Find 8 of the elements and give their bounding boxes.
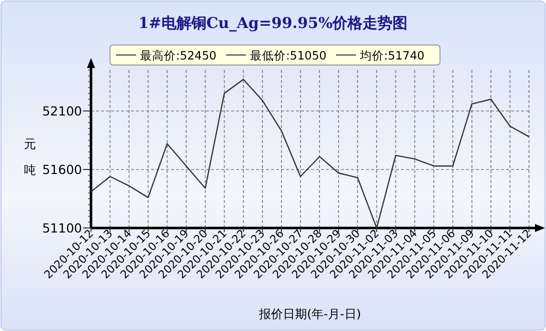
text: 均价:51740 — [359, 48, 424, 62]
x-axis-title: 报价日期(年-月-日) — [258, 307, 362, 321]
y-tick-label: 51600 — [42, 162, 82, 177]
text: 最低价:51050 — [250, 48, 326, 62]
chart-title: 1#电解铜Cu_Ag=99.95%价格走势图 — [138, 14, 408, 32]
y-tick-label: 52100 — [42, 103, 82, 118]
text: 最高价:52450 — [140, 48, 216, 62]
y-axis-title: 元吨 — [24, 137, 36, 177]
